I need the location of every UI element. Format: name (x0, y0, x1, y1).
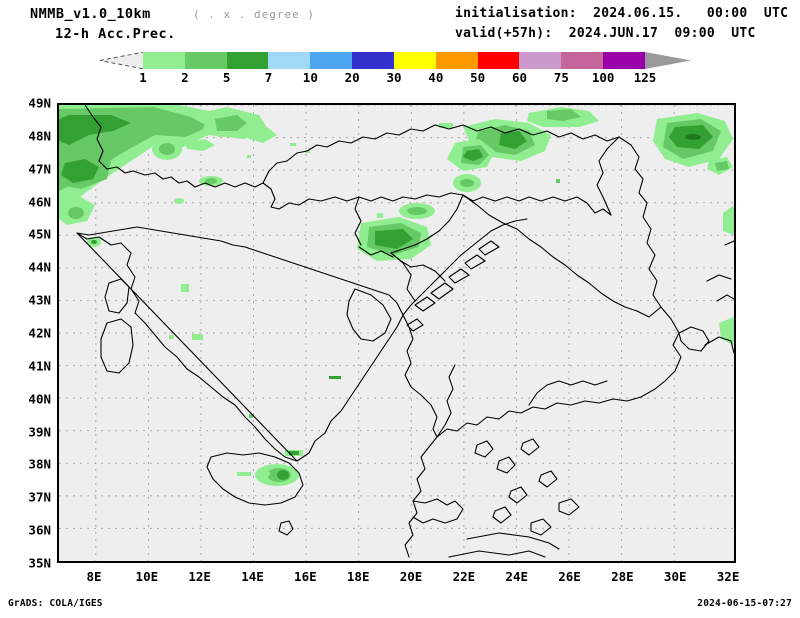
latitude-tick-label: 46N (28, 194, 51, 210)
longitude-tick-label: 32E (716, 569, 740, 584)
latitude-tick-label: 43N (28, 292, 51, 308)
latitude-tick-label: 47N (28, 161, 51, 177)
colorbar-tick-label: 125 (633, 70, 657, 85)
colorbar-tick-label: 20 (344, 70, 360, 85)
colorbar-tick-label: 40 (428, 70, 444, 85)
colorbar-segments (143, 52, 645, 69)
latitude-tick-label: 41N (28, 358, 51, 374)
colorbar-segment (310, 52, 353, 69)
longitude-tick-label: 26E (558, 569, 581, 584)
longitude-tick-label: 30E (663, 569, 687, 584)
colorbar-segment (143, 52, 185, 69)
field-name: 12-h Acc.Prec. (55, 26, 176, 42)
latitude-tick-label: 40N (28, 391, 51, 407)
longitude-tick-label: 8E (86, 569, 102, 584)
map-coastlines (76, 105, 734, 558)
longitude-tick-label: 22E (452, 569, 476, 584)
colorbar-tick-label: 5 (222, 70, 231, 85)
map-gridlines (59, 105, 734, 561)
valid-time: valid(+57h): 2024.JUN.17 09:00 UTC (455, 26, 756, 41)
longitude-tick-label: 20E (399, 569, 423, 584)
initialisation-time: initialisation: 2024.06.15. 00:00 UTC (455, 6, 789, 21)
latitude-tick-label: 42N (28, 325, 51, 341)
latitude-tick-label: 36N (28, 522, 51, 538)
colorbar-tick-label: 7 (264, 70, 273, 85)
colorbar-tick-label: 2 (181, 70, 189, 85)
colorbar-segment (477, 52, 520, 69)
render-timestamp: 2024-06-15-07:27 (697, 598, 792, 609)
latitude-tick-label: 35N (28, 555, 51, 571)
colorbar-segment (603, 52, 645, 69)
latitude-tick-label: 39N (28, 424, 51, 440)
colorbar-tick-label: 50 (470, 70, 486, 85)
colorbar-segment (268, 52, 311, 69)
colorbar-tick-label: 10 (302, 70, 318, 85)
longitude-tick-label: 14E (241, 569, 264, 584)
longitude-tick-label: 24E (505, 569, 528, 584)
colorbar: 1 2 5 7 10 20 30 40 50 60 75 100 125 (0, 52, 800, 88)
colorbar-tick-label: 75 (553, 70, 569, 85)
latitude-tick-label: 45N (28, 226, 51, 242)
latitude-tick-label: 38N (28, 456, 51, 472)
longitude-tick-label: 10E (135, 569, 159, 584)
latitude-tick-label: 44N (28, 259, 51, 275)
header: NMMB_v1.0_10km ( . x . degree ) 12-h Acc… (0, 0, 800, 46)
colorbar-overflow-arrow-icon (645, 52, 691, 69)
colorbar-segment (561, 52, 604, 69)
map-canvas (59, 105, 734, 561)
colorbar-tick-label: 60 (511, 70, 528, 85)
colorbar-underflow-arrow-icon (100, 52, 144, 69)
latitude-tick-label: 49N (28, 95, 51, 111)
footer: GrADS: COLA/IGES 2024-06-15-07:27 (0, 598, 800, 618)
longitude-tick-label: 12E (188, 569, 211, 584)
colorbar-segment (226, 52, 269, 69)
colorbar-segment (435, 52, 478, 69)
latitude-tick-label: 48N (28, 128, 51, 144)
colorbar-segment (393, 52, 436, 69)
precipitation-field (59, 105, 734, 486)
latitude-tick-label: 37N (28, 489, 51, 505)
model-units: ( . x . degree ) (193, 8, 315, 21)
longitude-tick-label: 28E (611, 569, 634, 584)
model-name: NMMB_v1.0_10km (30, 6, 151, 22)
colorbar-segment (519, 52, 562, 69)
colorbar-tick-label: 1 (139, 70, 147, 85)
colorbar-segment (352, 52, 394, 69)
colorbar-tick-label: 100 (591, 70, 615, 85)
map-plot-area[interactable] (57, 103, 736, 563)
credit-label: GrADS: COLA/IGES (8, 598, 103, 609)
longitude-tick-label: 16E (294, 569, 317, 584)
colorbar-segment (184, 52, 227, 69)
colorbar-tick-label: 30 (386, 70, 402, 85)
longitude-tick-label: 18E (346, 569, 370, 584)
